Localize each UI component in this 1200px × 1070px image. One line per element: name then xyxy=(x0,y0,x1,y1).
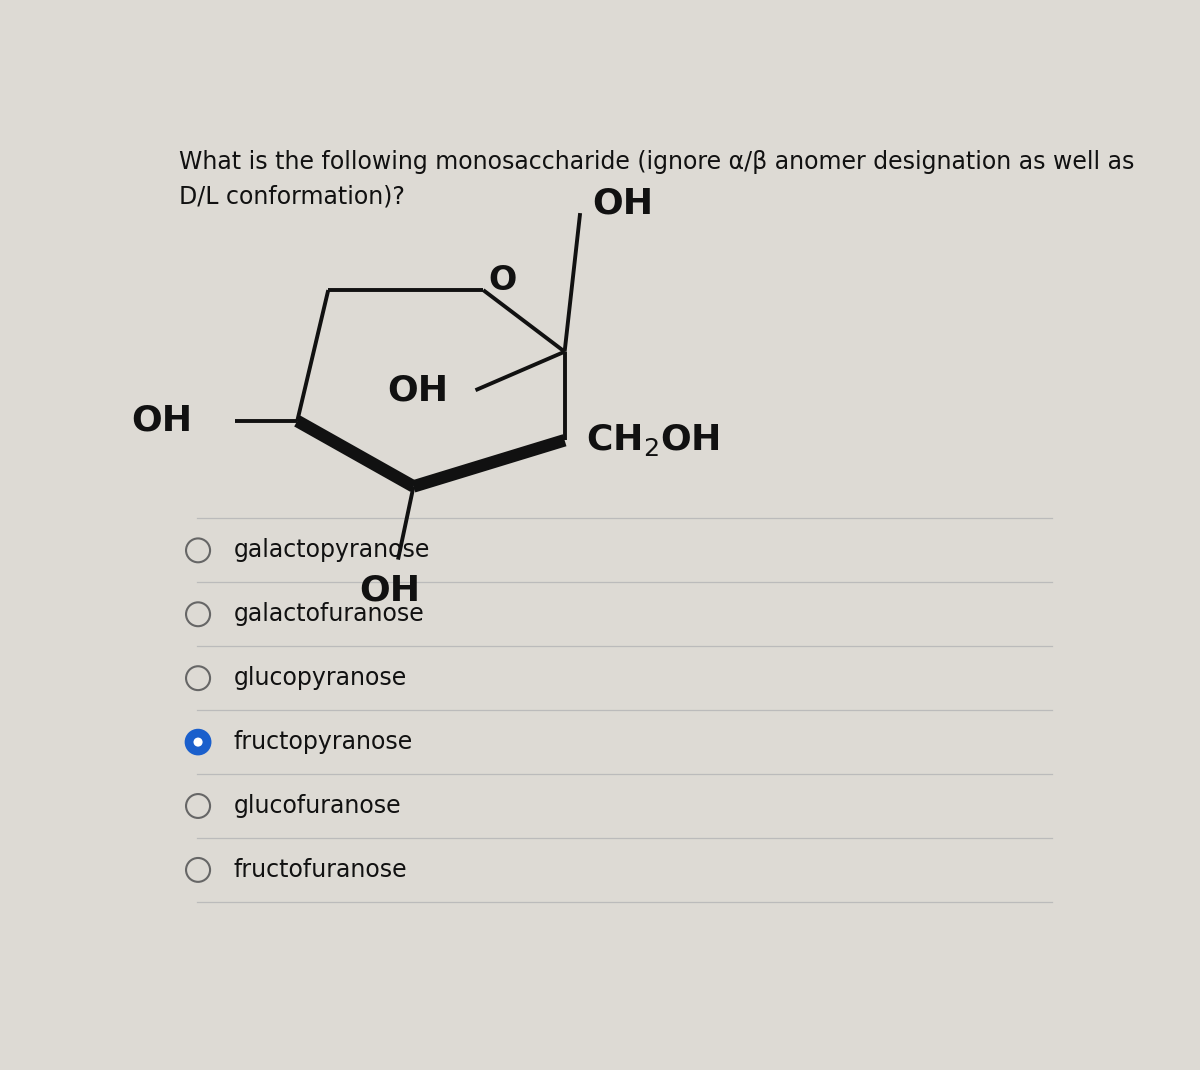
Circle shape xyxy=(186,730,210,754)
Text: OH: OH xyxy=(388,373,449,408)
Text: What is the following monosaccharide (ignore α/β anomer designation as well as: What is the following monosaccharide (ig… xyxy=(180,150,1135,174)
Text: OH: OH xyxy=(132,404,193,438)
Text: O: O xyxy=(488,264,517,297)
Text: fructopyranose: fructopyranose xyxy=(234,730,413,754)
Text: D/L conformation)?: D/L conformation)? xyxy=(180,185,406,209)
Text: glucopyranose: glucopyranose xyxy=(234,667,407,690)
Text: galactofuranose: galactofuranose xyxy=(234,602,425,626)
Text: CH$_2$OH: CH$_2$OH xyxy=(587,423,720,458)
Circle shape xyxy=(193,737,203,747)
Text: galactopyranose: galactopyranose xyxy=(234,538,430,563)
Text: glucofuranose: glucofuranose xyxy=(234,794,401,817)
Text: OH: OH xyxy=(360,574,421,608)
Text: OH: OH xyxy=(592,187,653,220)
Text: fructofuranose: fructofuranose xyxy=(234,858,407,882)
